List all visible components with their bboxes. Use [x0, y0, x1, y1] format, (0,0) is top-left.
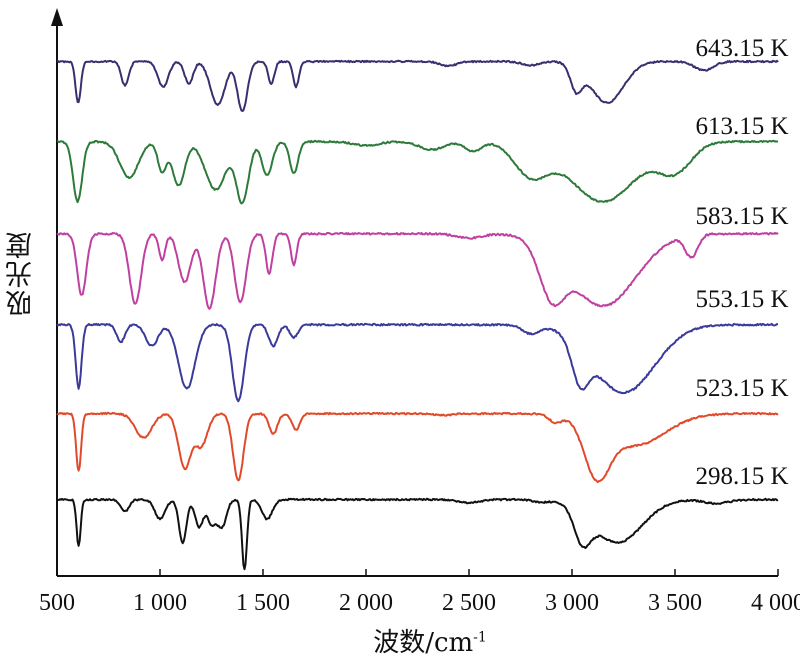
series-line — [56, 497, 779, 571]
series-labels: 643.15 K 613.15 K 583.15 K 553.15 K 523.15 K… — [695, 35, 788, 490]
x-tick-label: 2 500 — [442, 590, 496, 616]
x-axis-label-superscript: -1 — [473, 629, 487, 646]
chart-series-group — [56, 59, 779, 571]
series-label: 298.15 K — [695, 463, 788, 490]
series-line — [56, 59, 779, 112]
x-tick-label: 3 500 — [648, 590, 702, 616]
series-label: 523.15 K — [695, 375, 788, 402]
x-axis-label: 波数/cm-1 — [300, 622, 560, 659]
series-line — [56, 231, 779, 310]
series-label: 553.15 K — [695, 286, 788, 313]
series-line — [56, 322, 778, 403]
y-axis-label: 吸光度 — [6, 230, 37, 317]
series-label: 613.15 K — [695, 113, 788, 140]
x-axis-label-main: 波数/cm — [373, 628, 474, 658]
x-tick-label: 4 000 — [751, 590, 800, 616]
x-tick-label: 2 000 — [339, 590, 393, 616]
x-tick-label: 3 000 — [545, 590, 599, 616]
series-label: 643.15 K — [695, 35, 788, 62]
series-line — [56, 411, 779, 484]
y-axis-arrow — [51, 8, 63, 26]
series-line — [56, 139, 779, 205]
x-tick-label: 1 000 — [133, 590, 187, 616]
series-label: 583.15 K — [695, 203, 788, 230]
chart-axes: 500 1 000 1 500 2 000 2 500 3 000 3 500 4 000 — [39, 8, 800, 616]
x-tick-label: 500 — [39, 590, 75, 616]
x-tick-label: 1 500 — [236, 590, 290, 616]
